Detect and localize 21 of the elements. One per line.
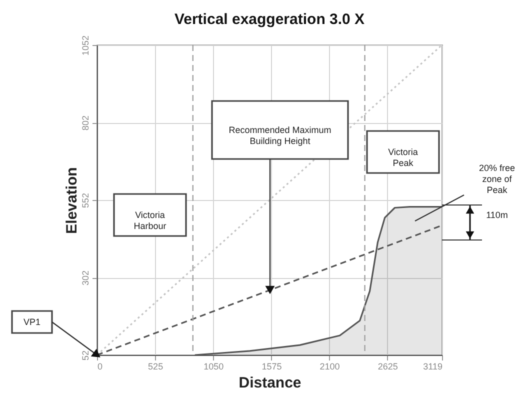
x-tick-label: 0 — [98, 362, 103, 372]
text: 20% free zone of Peak — [478, 163, 516, 195]
y-axis-title: Elevation — [64, 167, 80, 234]
y-tick-label: 52 — [80, 350, 90, 361]
annotation: Victoria Harbour — [134, 210, 166, 231]
y-tick-label: 552 — [80, 192, 90, 208]
chart-title: Vertical exaggeration 3.0 X — [174, 10, 365, 28]
x-axis-title: Distance — [238, 374, 302, 392]
x-tick-label: 525 — [148, 362, 164, 372]
x-tick-label: 3119 — [423, 362, 442, 372]
annotation: Recommended Maximum Building Height — [228, 125, 332, 146]
text: 110m — [486, 210, 508, 220]
x-tick-label: 1050 — [204, 362, 224, 372]
annotation: VP1 — [23, 317, 41, 327]
x-tick-label: 2625 — [378, 362, 398, 372]
annotation: Victoria Peak — [388, 147, 418, 168]
y-tick-label: 802 — [80, 115, 90, 131]
x-tick-label: 2100 — [320, 362, 340, 372]
y-tick-label: 1052 — [80, 35, 90, 56]
x-tick-label: 1575 — [262, 362, 282, 372]
y-tick-label: 302 — [80, 270, 90, 286]
